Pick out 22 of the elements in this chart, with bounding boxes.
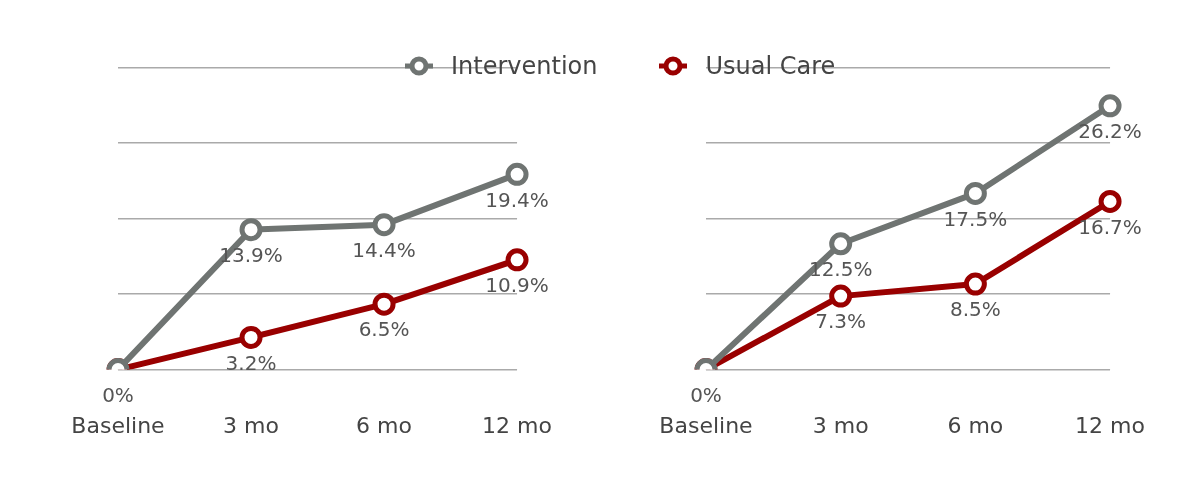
data-label: 16.7%	[1078, 214, 1142, 239]
data-label: 0%	[102, 382, 134, 407]
x-tick-label: Baseline	[659, 412, 753, 438]
x-tick-label: 12 mo	[1075, 412, 1146, 438]
data-label: 14.4%	[352, 237, 416, 262]
data-label: 8.5%	[949, 297, 1001, 322]
legend-label: Usual Care	[705, 52, 836, 80]
data-label: 7.3%	[815, 309, 867, 334]
x-tick-label: 6 mo	[356, 412, 412, 438]
data-label: 6.5%	[358, 317, 410, 342]
x-tick-label: 12 mo	[482, 412, 553, 438]
legend-label: Intervention	[451, 52, 598, 80]
data-label: 26.2%	[1078, 119, 1142, 144]
x-tick-label: 3 mo	[223, 412, 279, 438]
x-tick-label: 6 mo	[947, 412, 1004, 438]
data-label: 10.9%	[485, 273, 549, 298]
x-tick-label: 3 mo	[812, 412, 869, 438]
data-label: 3.2%	[225, 350, 277, 375]
data-label: 19.4%	[485, 187, 549, 212]
x-tick-label: Baseline	[71, 412, 165, 438]
data-label: 17.5%	[943, 206, 1008, 231]
data-label: 0%	[690, 382, 722, 407]
